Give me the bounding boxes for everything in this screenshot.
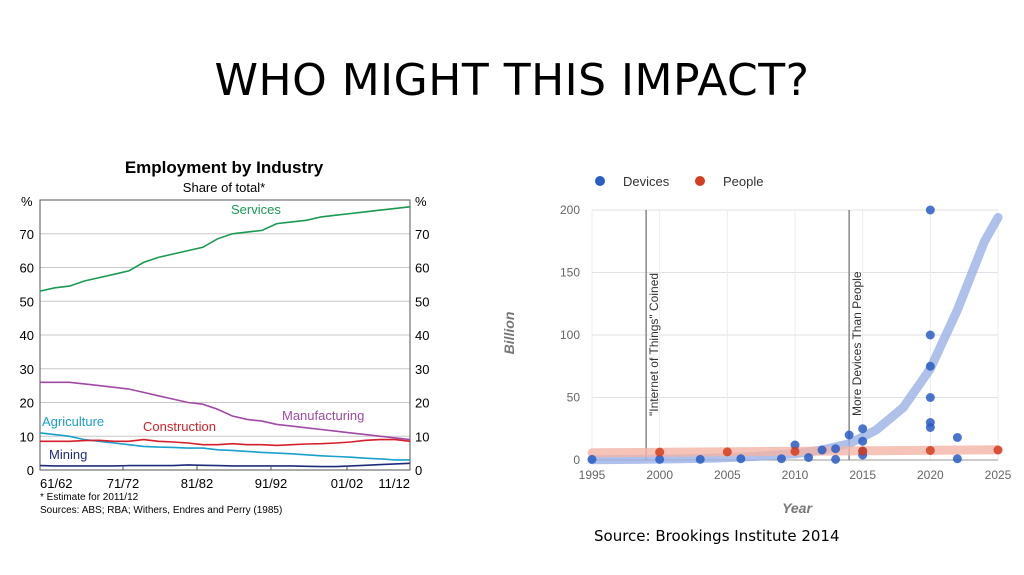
y-axis-title: Billion [501, 312, 517, 355]
x-tick-label: 71/72 [107, 476, 140, 491]
series-line-manufacturing [40, 381, 411, 441]
y-tick-label-right: 60 [415, 261, 429, 276]
series-label: Mining [49, 447, 87, 462]
source-caption: Source: Brookings Institute 2014 [594, 527, 840, 545]
chart-footnote: * Estimate for 2011/12 [40, 492, 139, 503]
slide-title: WHO MIGHT THIS IMPACT? [214, 55, 810, 106]
x-tick-label: 2010 [782, 468, 809, 482]
series-label: Construction [143, 419, 216, 434]
x-tick-label: 11/12 [378, 476, 410, 491]
data-point-devices [655, 454, 665, 464]
y-tick-label-left: 0 [27, 463, 34, 478]
legend-marker-people [695, 176, 705, 186]
x-tick-label: 2000 [646, 468, 673, 482]
chart-title: Employment by Industry [125, 158, 324, 177]
y-tick-label-right: 20 [415, 396, 429, 411]
y-tick-label-left: 30 [20, 362, 34, 377]
data-point-people [790, 446, 800, 456]
x-tick-label: 91/92 [255, 476, 288, 491]
y-axis-unit-left: % [21, 194, 33, 209]
data-point-devices [952, 454, 962, 464]
chart-subtitle: Share of total* [183, 180, 265, 195]
series-line-mining [39, 462, 411, 468]
data-point-devices [925, 330, 935, 340]
data-point-devices [858, 436, 868, 446]
data-point-devices [831, 444, 841, 454]
data-point-people [655, 447, 665, 457]
y-tick-label-left: 60 [20, 261, 34, 276]
devices-vs-people-chart: Devices People "Internet of Things" Coine… [501, 174, 1012, 516]
annotation-label: "Internet of Things" Coined [647, 273, 661, 416]
data-point-devices [844, 430, 854, 440]
x-tick-label: 2025 [985, 468, 1012, 482]
series-label: Agriculture [42, 414, 104, 429]
y-tick-label-left: 50 [20, 294, 34, 309]
x-tick-label: 2020 [917, 468, 944, 482]
data-point-people [925, 446, 935, 455]
series-label: Services [231, 202, 281, 217]
y-tick-label-left: 10 [20, 429, 34, 444]
x-axis-title: Year [782, 500, 813, 516]
x-tick-label: 81/82 [181, 476, 214, 491]
y-tick-label-right: 40 [415, 328, 429, 343]
y-tick-label-right: 10 [415, 429, 429, 444]
y-tick-label-left: 20 [20, 396, 34, 411]
y-tick-label: 100 [560, 328, 580, 342]
x-tick-label: 61/62 [40, 476, 73, 491]
data-point-people [858, 446, 868, 456]
series-line-construction [40, 438, 411, 447]
data-point-devices [817, 445, 827, 455]
data-point-devices [925, 423, 935, 432]
data-point-devices [925, 393, 935, 402]
data-point-devices [587, 454, 597, 464]
series-label: Manufacturing [282, 408, 364, 423]
data-point-devices [925, 205, 935, 215]
y-tick-label-right: 0 [415, 463, 422, 478]
data-point-devices [858, 424, 868, 434]
data-point-devices [831, 454, 841, 464]
y-tick-label: 0 [573, 453, 580, 467]
plot-frame [39, 199, 411, 471]
x-tick-label: 01/02 [331, 476, 364, 491]
data-point-devices [790, 440, 800, 450]
chart-sources: Sources: ABS; RBA; Withers, Endres and P… [40, 505, 282, 516]
y-tick-label: 50 [567, 391, 581, 405]
y-tick-label-right: 70 [415, 227, 429, 242]
data-point-devices [804, 453, 814, 462]
y-tick-label-left: 40 [20, 328, 34, 343]
y-tick-label-right: 50 [415, 294, 429, 309]
data-point-people [722, 447, 732, 457]
y-tick-label: 150 [560, 266, 580, 280]
annotation-label: More Devices Than People [850, 271, 864, 416]
data-point-people [993, 445, 1003, 455]
legend-label: Devices [623, 174, 670, 189]
x-tick-label: 1995 [579, 468, 606, 482]
series-line-services [39, 206, 411, 292]
employment-by-industry-chart: Employment by Industry Share of total* %… [20, 158, 430, 516]
y-axis-unit-right: % [415, 194, 427, 209]
data-point-devices [952, 433, 962, 442]
y-tick-label: 200 [560, 203, 580, 217]
y-tick-label-right: 30 [415, 362, 429, 377]
legend-marker-devices [595, 176, 605, 186]
y-tick-label-left: 70 [20, 227, 34, 242]
series-line-agriculture [39, 432, 410, 461]
data-point-devices [776, 454, 786, 464]
x-tick-label: 2015 [849, 468, 876, 482]
data-point-devices [736, 454, 746, 464]
data-point-devices [695, 454, 705, 464]
x-tick-label: 2005 [714, 468, 741, 482]
data-point-devices [925, 361, 935, 371]
legend-label: People [723, 174, 763, 189]
